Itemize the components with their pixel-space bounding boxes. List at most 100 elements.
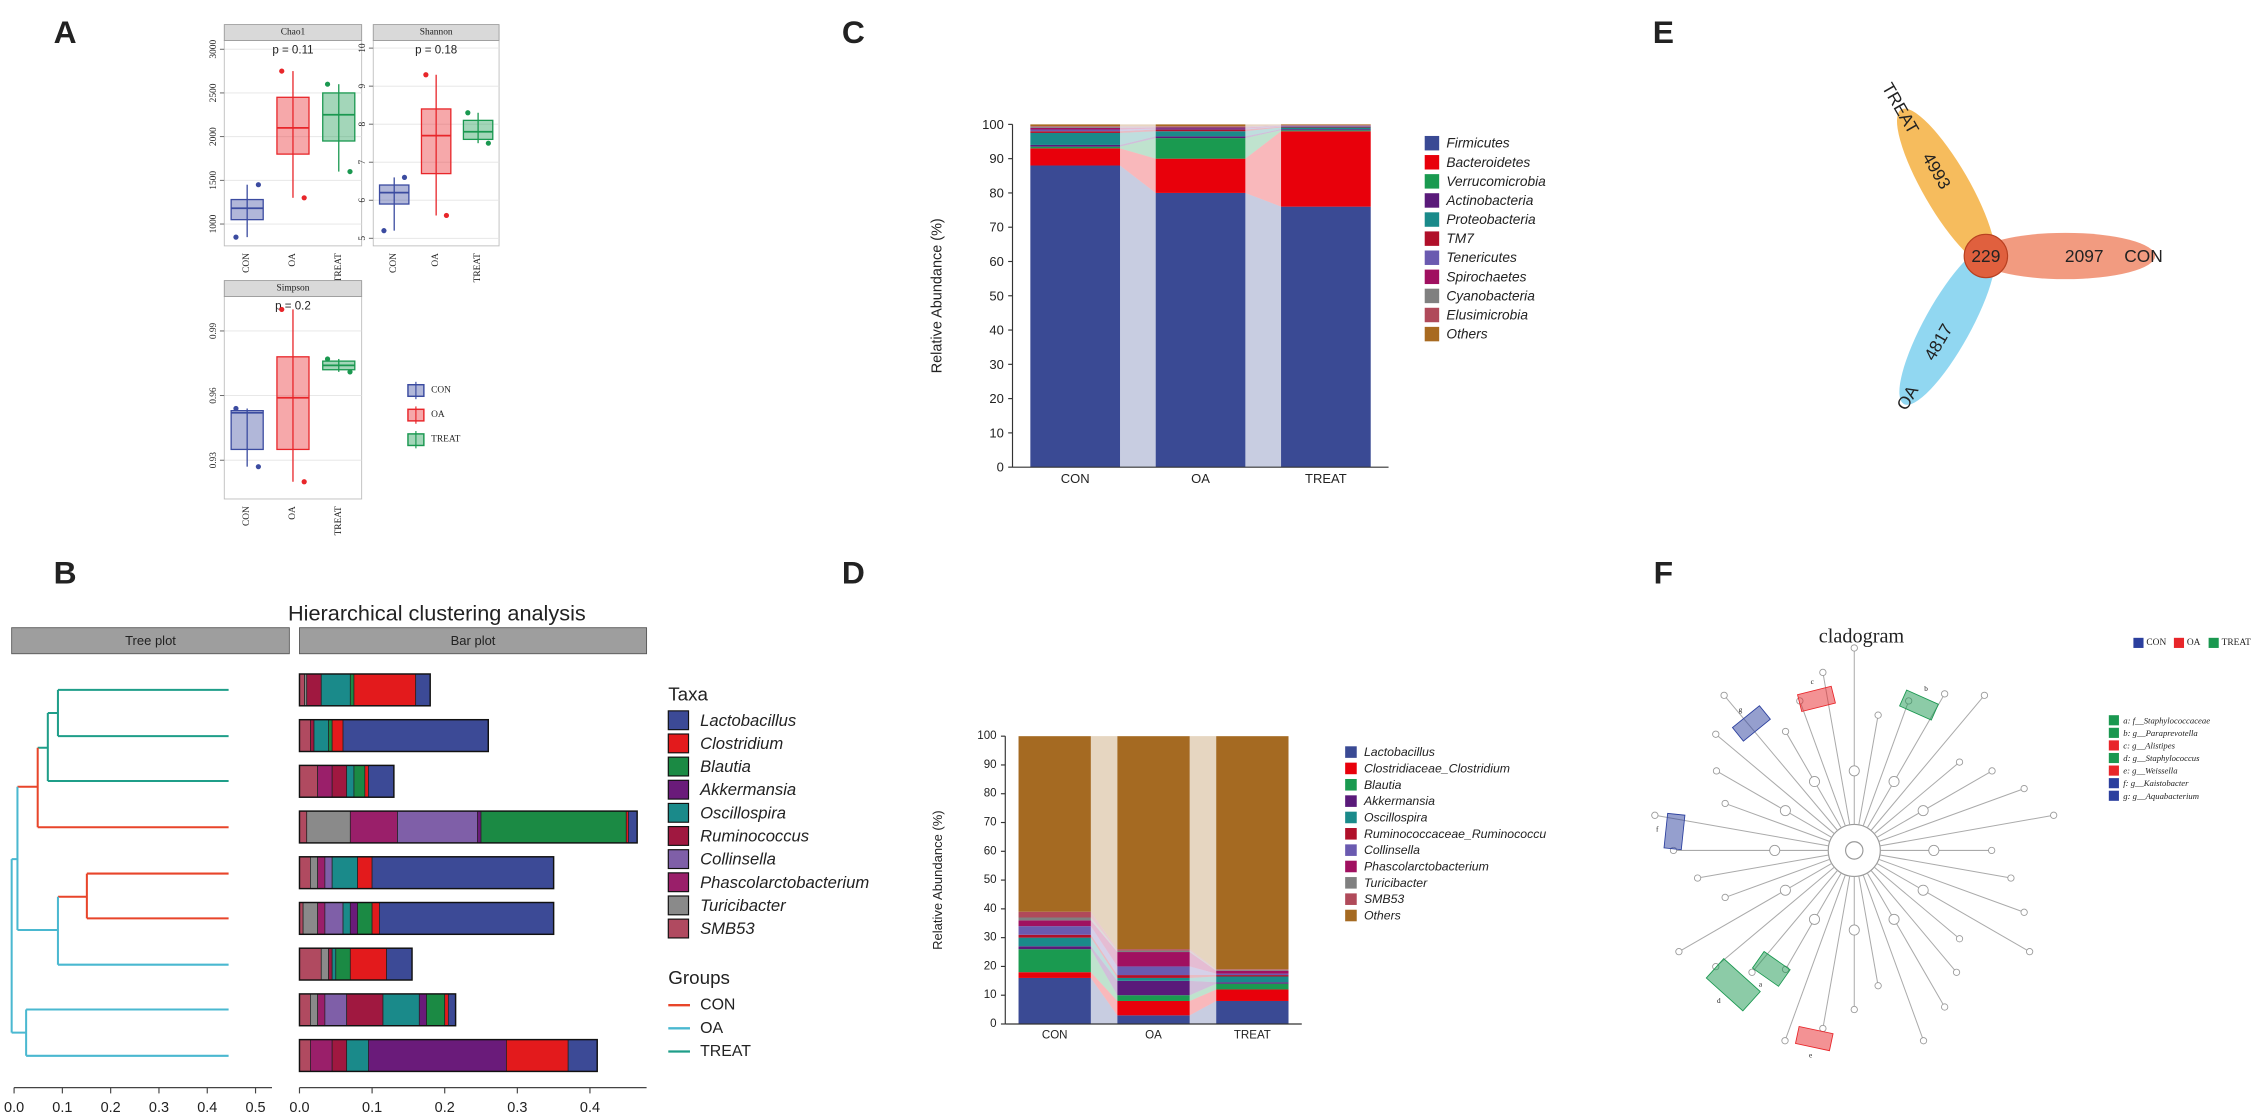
legend-label: Lactobacillus bbox=[1364, 745, 1435, 759]
bar-segment bbox=[317, 993, 326, 1027]
bar-segment bbox=[324, 856, 333, 889]
bar-segment bbox=[313, 719, 329, 752]
node bbox=[1781, 1037, 1789, 1045]
y-tick-label: 20 bbox=[989, 391, 1003, 406]
bar-segment bbox=[353, 765, 366, 798]
flow bbox=[1090, 934, 1118, 978]
bar-segment bbox=[1281, 126, 1371, 127]
panel-label: E bbox=[1653, 14, 1674, 50]
bar-segment bbox=[299, 719, 311, 752]
legend-label: TREAT bbox=[431, 435, 460, 445]
legend-label: SMB53 bbox=[1364, 892, 1404, 906]
node bbox=[1988, 846, 1996, 855]
legend-label: Oscillospira bbox=[700, 803, 786, 822]
legend-label: OA bbox=[2187, 638, 2201, 648]
branch bbox=[1858, 875, 1879, 986]
flow bbox=[1090, 911, 1118, 951]
clade-highlight bbox=[1731, 705, 1771, 742]
branch bbox=[1724, 802, 1830, 843]
bar-segment bbox=[1030, 126, 1121, 127]
branch bbox=[1723, 694, 1838, 831]
legend-label: SMB53 bbox=[700, 919, 755, 938]
branch bbox=[1870, 870, 1957, 973]
node bbox=[1850, 644, 1858, 652]
branch bbox=[1873, 761, 1960, 835]
node bbox=[1675, 948, 1683, 956]
legend-label: TREAT bbox=[700, 1043, 751, 1060]
bar-segment bbox=[1018, 977, 1091, 1024]
header bbox=[11, 627, 290, 655]
x-tick-label: CON bbox=[1061, 471, 1090, 486]
bar-segment bbox=[353, 673, 417, 707]
bar-segment bbox=[1018, 917, 1091, 921]
bar-segment bbox=[628, 810, 638, 844]
panel-label: C bbox=[842, 14, 865, 50]
bar-outline bbox=[298, 1038, 598, 1073]
y-tick-label: 100 bbox=[977, 730, 996, 742]
tree-branch bbox=[10, 786, 229, 1057]
clade-swatch bbox=[2108, 715, 2119, 726]
node bbox=[1781, 727, 1790, 736]
strip-title: Simpson bbox=[277, 284, 310, 294]
flow bbox=[1245, 125, 1282, 128]
flow bbox=[1245, 124, 1282, 127]
node bbox=[2007, 874, 2015, 882]
dendrogram-tree bbox=[10, 688, 229, 1057]
clade-letter: e bbox=[1809, 1052, 1812, 1060]
bar-segment bbox=[324, 993, 348, 1027]
legend-label: Lactobacillus bbox=[700, 711, 796, 730]
bar-segment bbox=[1117, 966, 1190, 976]
bar-segment bbox=[368, 1039, 507, 1072]
branch bbox=[1873, 866, 1960, 940]
branch bbox=[1862, 700, 1910, 827]
bar-segment bbox=[1155, 128, 1246, 130]
bar-segment bbox=[310, 856, 318, 889]
petal bbox=[1899, 246, 1996, 405]
y-tick-label: 80 bbox=[984, 788, 997, 800]
branch bbox=[1715, 866, 1835, 968]
node bbox=[1888, 913, 1900, 925]
y-tick-label: 20 bbox=[984, 960, 997, 972]
bar-outline bbox=[298, 856, 555, 890]
tree-branch bbox=[37, 688, 229, 783]
point bbox=[443, 212, 450, 219]
legend-swatch bbox=[1424, 155, 1440, 170]
bar-segment bbox=[1030, 127, 1121, 130]
x-tick-label: TREAT bbox=[334, 506, 344, 535]
bar-segment bbox=[310, 1039, 333, 1072]
node bbox=[1955, 758, 1964, 766]
clade-letter: a bbox=[1759, 980, 1763, 988]
x-tick-label: OA bbox=[288, 506, 298, 520]
flow bbox=[1245, 126, 1282, 132]
bar-segment bbox=[1030, 124, 1121, 127]
legend-swatch bbox=[1345, 893, 1357, 905]
legend-swatch bbox=[1345, 828, 1357, 840]
legend-label: Others bbox=[1364, 909, 1401, 923]
bar-segment bbox=[415, 673, 431, 707]
node bbox=[2050, 811, 2058, 819]
branch bbox=[1716, 770, 1832, 838]
box bbox=[462, 119, 494, 141]
legend-swatch bbox=[1424, 269, 1440, 285]
bar-segment bbox=[324, 902, 344, 935]
flow bbox=[1189, 976, 1217, 983]
legend-swatch bbox=[667, 849, 690, 870]
x-tick-label: 0.3 bbox=[507, 1100, 527, 1116]
legend-swatch bbox=[667, 872, 690, 893]
point bbox=[255, 464, 261, 470]
x-tick-label: 0.0 bbox=[4, 1100, 24, 1116]
bar-segment bbox=[1030, 129, 1121, 132]
bar-segment bbox=[1216, 969, 1289, 970]
flow bbox=[1120, 138, 1156, 159]
legend-swatch bbox=[1424, 250, 1440, 265]
panel-label: F bbox=[1654, 555, 1673, 591]
x-tick-label: CON bbox=[389, 253, 399, 273]
y-tick-label: 50 bbox=[989, 288, 1003, 303]
bar-segment bbox=[349, 673, 355, 707]
p-value: p = 0.18 bbox=[415, 45, 457, 57]
bar-segment bbox=[1030, 126, 1121, 128]
strip-title: Chao1 bbox=[281, 28, 306, 38]
bar-segment bbox=[306, 673, 322, 707]
tree-branch bbox=[17, 747, 229, 920]
legend-swatch bbox=[667, 825, 690, 846]
